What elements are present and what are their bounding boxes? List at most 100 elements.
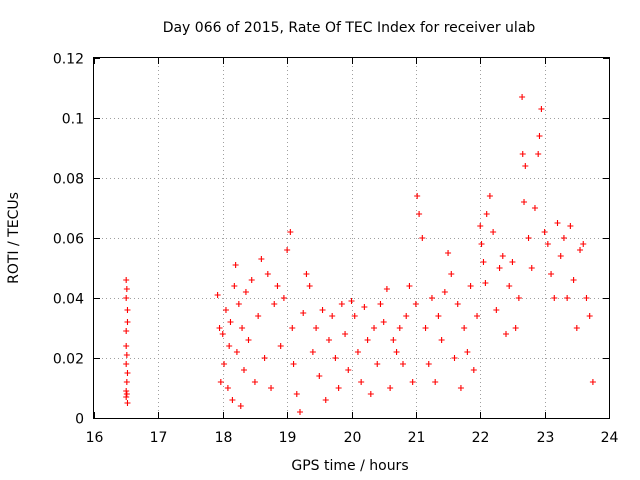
data-point (123, 388, 130, 394)
data-point (338, 301, 345, 307)
data-point (274, 283, 281, 289)
data-point (306, 283, 313, 289)
data-point (226, 343, 233, 349)
data-point (521, 199, 528, 205)
data-point (509, 259, 516, 265)
x-tick-label: 18 (215, 430, 233, 446)
data-point (383, 286, 390, 292)
data-point (245, 337, 252, 343)
data-point (480, 259, 487, 265)
data-point (237, 403, 244, 409)
data-point (123, 394, 130, 400)
data-point (316, 373, 323, 379)
data-point (580, 241, 587, 247)
data-point (445, 250, 452, 256)
data-point (227, 319, 234, 325)
data-point (522, 163, 529, 169)
y-tick-label: 0.06 (53, 232, 84, 248)
data-point (499, 253, 506, 259)
data-point (387, 385, 394, 391)
data-point (422, 325, 429, 331)
x-tick-label: 22 (472, 430, 490, 446)
y-tick-label: 0.02 (53, 352, 84, 368)
data-point (123, 391, 130, 397)
data-point (589, 379, 596, 385)
data-point (280, 295, 287, 301)
data-point (255, 313, 262, 319)
data-point (548, 271, 555, 277)
data-point (403, 313, 410, 319)
data-point (242, 289, 249, 295)
data-point (474, 313, 481, 319)
data-point (361, 304, 368, 310)
data-point (412, 301, 419, 307)
data-point (124, 400, 131, 406)
data-point (222, 307, 229, 313)
data-point (123, 277, 130, 283)
data-point (217, 379, 224, 385)
x-tick-label: 20 (344, 430, 362, 446)
data-point (416, 211, 423, 217)
data-point (544, 241, 551, 247)
data-point (406, 283, 413, 289)
data-point (290, 361, 297, 367)
grid-lines (94, 58, 609, 418)
data-point (123, 286, 130, 292)
data-point (583, 295, 590, 301)
y-tick-label: 0.08 (53, 172, 84, 188)
data-point (470, 367, 477, 373)
data-point (123, 352, 130, 358)
data-point (515, 295, 522, 301)
data-point (482, 280, 489, 286)
data-point (438, 337, 445, 343)
data-point (419, 235, 426, 241)
data-point (506, 283, 513, 289)
data-point (358, 379, 365, 385)
x-tick-label: 24 (601, 430, 619, 446)
data-points (123, 94, 596, 415)
x-tick-label: 23 (537, 430, 555, 446)
data-point (329, 313, 336, 319)
data-point (374, 361, 381, 367)
plot-frame (93, 57, 610, 419)
data-point (364, 337, 371, 343)
data-point (123, 361, 130, 367)
data-point (335, 385, 342, 391)
data-point (319, 307, 326, 313)
data-point (221, 361, 228, 367)
data-point (371, 325, 378, 331)
chart-title: Day 066 of 2015, Rate Of TEC Index for r… (163, 20, 536, 36)
data-point (478, 241, 485, 247)
data-point (400, 361, 406, 367)
x-tick-label: 17 (150, 430, 168, 446)
data-point (564, 295, 571, 301)
data-point (467, 283, 474, 289)
x-tick-label: 19 (279, 430, 297, 446)
data-point (229, 397, 236, 403)
y-tick-label: 0.12 (53, 52, 84, 68)
data-point (535, 151, 542, 157)
data-point (240, 367, 247, 373)
data-point (277, 343, 284, 349)
data-point (390, 337, 397, 343)
data-point (271, 301, 278, 307)
data-point (503, 331, 509, 337)
data-point (248, 277, 255, 283)
data-point (345, 367, 352, 373)
data-point (232, 262, 239, 268)
data-point (409, 379, 416, 385)
data-point (261, 355, 268, 361)
data-point (493, 307, 500, 313)
data-point (393, 349, 400, 355)
data-point (258, 256, 265, 262)
data-point (297, 409, 303, 415)
data-point (483, 211, 490, 217)
data-point (303, 271, 310, 277)
data-point (496, 265, 503, 271)
y-tick-label: 0.1 (62, 112, 84, 128)
data-point (123, 379, 130, 385)
data-point (577, 247, 584, 253)
data-point (396, 325, 403, 331)
data-point (477, 223, 484, 229)
data-point (531, 205, 538, 211)
